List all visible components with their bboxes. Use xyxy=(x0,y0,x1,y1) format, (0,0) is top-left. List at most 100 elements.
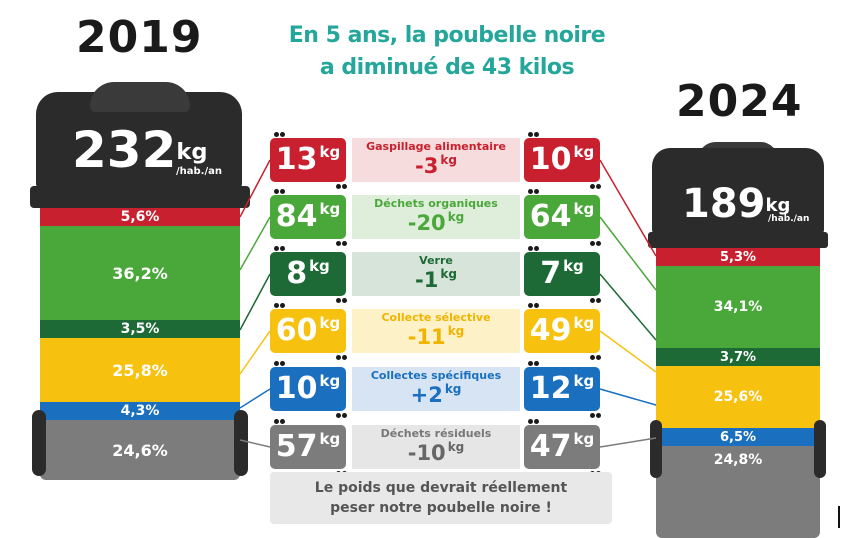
badge-organiques-2019-pin-0 xyxy=(274,189,279,194)
year-2024: 2024 xyxy=(676,76,803,127)
bin-2019-wheel-left xyxy=(32,410,46,476)
badge-selective-2024: 49 kg xyxy=(524,309,600,353)
seg-2019-organiques: 36,2% xyxy=(40,226,240,320)
badge-gaspillage-2019-pin-3 xyxy=(342,184,347,189)
badge-specifiques-2024-pin-0 xyxy=(528,361,533,366)
bin-2024-rim xyxy=(648,232,828,248)
badge-specifiques-2024-pin-2 xyxy=(590,413,595,418)
row-organiques-delta: -20 kg xyxy=(352,210,520,238)
seg-2019-specifiques: 4,3% xyxy=(40,402,240,420)
total-2024-value: 189 xyxy=(682,181,766,227)
badge-verre-2019-pin-1 xyxy=(280,246,285,251)
badge-gaspillage-2024-pin-0 xyxy=(528,132,533,137)
edge-mark xyxy=(838,506,840,528)
row-residuels-delta-unit: kg xyxy=(447,440,465,454)
badge-residuels-2019-pin-1 xyxy=(280,419,285,424)
badge-selective-2019-pin-3 xyxy=(342,355,347,360)
row-residuels-band: Déchets résiduels -10 kg xyxy=(352,425,520,469)
badge-specifiques-2024-value: 12 xyxy=(529,371,572,406)
row-specifiques-band: Collectes spécifiques +2 kg xyxy=(352,367,520,411)
badge-organiques-2019-pin-1 xyxy=(280,189,285,194)
row-selective-delta: -11 kg xyxy=(352,324,520,352)
badge-verre-2024-pin-2 xyxy=(590,298,595,303)
badge-selective-2024-pin-3 xyxy=(596,355,601,360)
year-2019: 2019 xyxy=(76,12,203,63)
row-selective-label: Collecte sélective xyxy=(381,311,491,324)
seg-2024-specifiques: 6,5% xyxy=(656,428,820,446)
row-verre-delta: -1 kg xyxy=(352,267,520,295)
badge-verre-2024-value: 7 xyxy=(540,256,562,291)
badge-verre-2019-pin-0 xyxy=(274,246,279,251)
badge-organiques-2024: 64 kg xyxy=(524,195,600,239)
row-organiques-label: Déchets organiques xyxy=(374,197,498,210)
badge-residuels-2019: 57 kg xyxy=(270,425,346,469)
row-selective-band: Collecte sélective -11 kg xyxy=(352,309,520,353)
seg-2019-selective: 25,8% xyxy=(40,338,240,402)
badge-gaspillage-2019-pin-0 xyxy=(274,132,279,137)
badge-residuels-2024-value: 47 xyxy=(529,429,572,464)
badge-verre-2024-pin-1 xyxy=(534,246,539,251)
badge-residuels-2024: 47 kg xyxy=(524,425,600,469)
row-gaspillage-label: Gaspillage alimentaire xyxy=(366,140,506,153)
badge-residuels-2024-pin-1 xyxy=(534,419,539,424)
seg-2024-selective: 25,6% xyxy=(656,366,820,428)
badge-verre-2019: 8 kg xyxy=(270,252,346,296)
badge-residuels-2019-value: 57 xyxy=(275,429,318,464)
row-specifiques-delta: +2 kg xyxy=(352,382,520,410)
badge-verre-2024-pin-3 xyxy=(596,298,601,303)
row-gaspillage-delta-value: -3 xyxy=(415,154,439,178)
badge-selective-2024-pin-0 xyxy=(528,303,533,308)
badge-residuels-2019-unit: kg xyxy=(319,430,341,448)
headline-line1: En 5 ans, la poubelle noire xyxy=(288,23,606,48)
badge-gaspillage-2019-pin-2 xyxy=(336,184,341,189)
bin-2019-bag-icon xyxy=(90,82,190,112)
badge-selective-2019: 60 kg xyxy=(270,309,346,353)
total-2024: 189kg xyxy=(682,182,790,226)
badge-specifiques-2019-pin-3 xyxy=(342,413,347,418)
badge-selective-2019-unit: kg xyxy=(319,314,341,332)
badge-specifiques-2024-unit: kg xyxy=(573,372,595,390)
badge-gaspillage-2019: 13 kg xyxy=(270,138,346,182)
row-residuels-delta-value: -10 xyxy=(407,441,446,465)
footer-line1: Le poids que devrait réellement xyxy=(314,480,568,496)
badge-organiques-2024-pin-2 xyxy=(590,241,595,246)
seg-2019-gaspillage: 5,6% xyxy=(40,208,240,226)
badge-organiques-2019-value: 84 xyxy=(275,199,318,234)
seg-2019-residuels: 24,6% xyxy=(40,420,240,480)
row-selective-delta-unit: kg xyxy=(447,324,465,338)
bin-2019-body: 5,6% 36,2% 3,5% 25,8% 4,3% 24,6% xyxy=(40,208,240,480)
total-2024-per: /hab./an xyxy=(768,214,810,224)
badge-organiques-2019-pin-2 xyxy=(336,241,341,246)
badge-verre-2019-unit: kg xyxy=(309,257,330,275)
badge-gaspillage-2024-pin-1 xyxy=(534,132,539,137)
badge-gaspillage-2019-unit: kg xyxy=(319,143,341,161)
row-specifiques-delta-value: +2 xyxy=(410,383,443,407)
badge-gaspillage-2024: 10 kg xyxy=(524,138,600,182)
badge-gaspillage-2024-pin-3 xyxy=(596,184,601,189)
badge-residuels-2019-pin-0 xyxy=(274,419,279,424)
badge-organiques-2019-pin-3 xyxy=(342,241,347,246)
badge-specifiques-2024-pin-1 xyxy=(534,361,539,366)
seg-2024-verre: 3,7% xyxy=(656,348,820,366)
badge-verre-2024-unit: kg xyxy=(563,257,584,275)
badge-specifiques-2019: 10 kg xyxy=(270,367,346,411)
bin-2019: 232kg /hab./an 5,6% 36,2% 3,5% 25,8% 4,3… xyxy=(30,82,250,482)
badge-selective-2019-pin-2 xyxy=(336,355,341,360)
bin-2024: 189kg /hab./an 5,3% 34,1% 3,7% 25,6% 6,5… xyxy=(648,142,828,538)
badge-selective-2024-unit: kg xyxy=(573,314,595,332)
badge-specifiques-2019-pin-1 xyxy=(280,361,285,366)
badge-organiques-2024-value: 64 xyxy=(529,199,572,234)
badge-specifiques-2024-pin-3 xyxy=(596,413,601,418)
footer-line2: peser notre poubelle noire ! xyxy=(330,500,552,516)
row-residuels-delta: -10 kg xyxy=(352,440,520,468)
total-2019-per: /hab./an xyxy=(176,166,222,177)
headline-line2: a diminué de 43 kilos xyxy=(319,55,575,80)
total-2019-unit: kg xyxy=(176,139,208,166)
badge-organiques-2019: 84 kg xyxy=(270,195,346,239)
badge-organiques-2024-pin-3 xyxy=(596,241,601,246)
seg-2024-organiques: 34,1% xyxy=(656,266,820,348)
badge-selective-2024-pin-1 xyxy=(534,303,539,308)
badge-selective-2019-value: 60 xyxy=(275,313,318,348)
badge-gaspillage-2019-pin-1 xyxy=(280,132,285,137)
headline: En 5 ans, la poubelle noire a diminué de… xyxy=(262,20,632,84)
